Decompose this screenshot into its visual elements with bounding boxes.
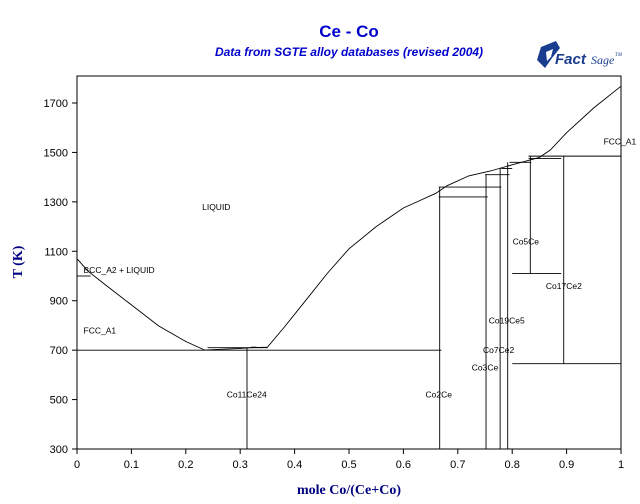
x-tick-label: 0.5 xyxy=(341,459,356,471)
y-axis-title: T (K) xyxy=(11,245,26,278)
y-axis-ticks: 300 500 700 900 1100 1300 1500 1700 xyxy=(44,98,77,456)
phase-label: Co7Ce2 xyxy=(483,345,514,355)
chart-title: Ce - Co xyxy=(319,22,379,41)
y-tick-label: 300 xyxy=(50,444,68,456)
x-tick-label: 0.9 xyxy=(559,459,574,471)
factsage-logo-icon xyxy=(537,41,560,68)
x-axis-title: mole Co/(Ce+Co) xyxy=(297,483,401,498)
x-tick-label: 0.4 xyxy=(287,459,302,471)
phase-label: Co19Ce5 xyxy=(489,315,525,325)
logo-word-sage: Sage xyxy=(591,53,615,67)
y-tick-label: 1300 xyxy=(44,197,68,209)
x-tick-label: 0.8 xyxy=(505,459,520,471)
factsage-logo: Fact Sage TM xyxy=(537,41,623,68)
y-tick-label: 500 xyxy=(50,395,68,407)
x-tick-label: 0.7 xyxy=(450,459,465,471)
phase-label: LIQUID xyxy=(202,202,230,212)
y-tick-label: 1100 xyxy=(44,246,68,258)
y-tick-label: 1700 xyxy=(44,98,68,110)
x-tick-label: 1 xyxy=(618,459,624,471)
y-tick-label: 1500 xyxy=(44,147,68,159)
liquidus-curve xyxy=(76,85,622,351)
phase-label: Co11Ce24 xyxy=(227,390,267,400)
phase-label: Co17Ce2 xyxy=(546,281,582,291)
phase-label: Co5Ce xyxy=(513,236,540,246)
phase-label: Co2Ce xyxy=(426,390,453,400)
phase-label: FCC_A1 xyxy=(84,325,117,335)
y-tick-label: 700 xyxy=(50,345,68,357)
plot-frame xyxy=(76,75,622,450)
y-tick-label: 900 xyxy=(50,296,68,308)
x-tick-label: 0.6 xyxy=(396,459,411,471)
logo-word-fact: Fact xyxy=(555,51,587,68)
phase-labels: LIQUID BCC_A2 + LIQUID FCC_A1 Co11Ce24 Co2Ce… xyxy=(84,136,637,399)
phase-label: FCC_A1 xyxy=(604,136,637,146)
phase-boundary-lines xyxy=(76,85,622,449)
phase-label: Co3Ce xyxy=(472,362,499,372)
x-tick-label: 0.1 xyxy=(124,459,139,471)
x-axis-ticks: 0 0.1 0.2 0.3 0.4 0.5 0.6 0.7 0.8 0.9 1 xyxy=(74,449,624,471)
chart-subtitle: Data from SGTE alloy databases (revised … xyxy=(215,45,483,59)
logo-trademark: TM xyxy=(615,53,623,58)
x-tick-label: 0 xyxy=(74,459,80,471)
x-tick-label: 0.3 xyxy=(233,459,248,471)
phase-label: BCC_A2 + LIQUID xyxy=(84,265,155,275)
x-tick-label: 0.2 xyxy=(178,459,193,471)
